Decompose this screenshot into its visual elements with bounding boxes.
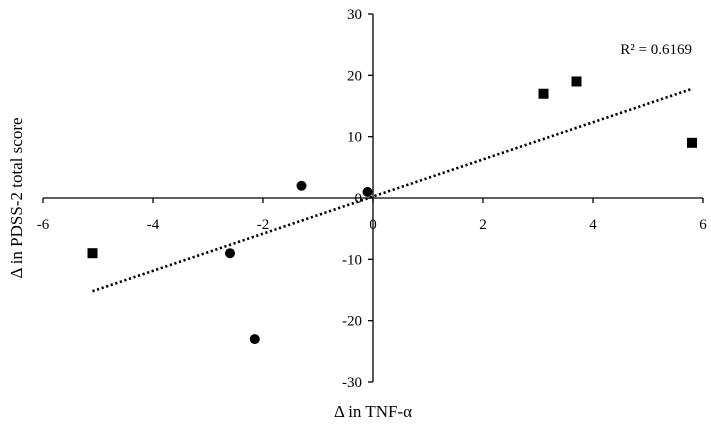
x-tick-label: 4: [589, 217, 597, 233]
y-tick-label: 20: [347, 68, 362, 84]
y-tick-label: -10: [342, 252, 362, 268]
square-data-point: [687, 137, 697, 148]
y-tick-label: 0: [355, 191, 363, 207]
y-tick-label: -30: [342, 375, 362, 391]
circle-data-point: [362, 186, 373, 197]
square-data-point: [538, 88, 549, 99]
x-axis-title: Δ in TNF-α: [334, 402, 412, 421]
square-data-point: [87, 248, 98, 259]
x-tick-label: -4: [147, 217, 160, 233]
y-tick-label: 10: [347, 130, 362, 146]
circle-data-point: [225, 248, 235, 259]
x-tick-label: 6: [699, 217, 707, 233]
r-squared-annotation: R² = 0.6169: [620, 42, 692, 58]
data-points: [87, 76, 697, 345]
square-data-point: [571, 76, 582, 87]
x-axis: -6-4-20246: [37, 197, 708, 233]
y-tick-label: -20: [342, 314, 362, 330]
circle-data-point: [249, 334, 260, 345]
y-tick-labels: -30 -20 -10 0 10 20 30: [342, 7, 362, 391]
x-tick-label: 2: [479, 217, 487, 233]
x-tick-label: -2: [257, 217, 270, 233]
x-tick-labels: -6-4-20246: [37, 217, 708, 233]
y-tick-label: 30: [347, 7, 362, 23]
trendline: [92, 87, 693, 293]
y-axis: -30 -20 -10 0 10 20 30: [342, 7, 374, 391]
y-axis-title: Δ in PDSS-2 total score: [7, 117, 26, 278]
x-tick-label: -6: [37, 217, 50, 233]
circle-data-point: [296, 180, 307, 191]
